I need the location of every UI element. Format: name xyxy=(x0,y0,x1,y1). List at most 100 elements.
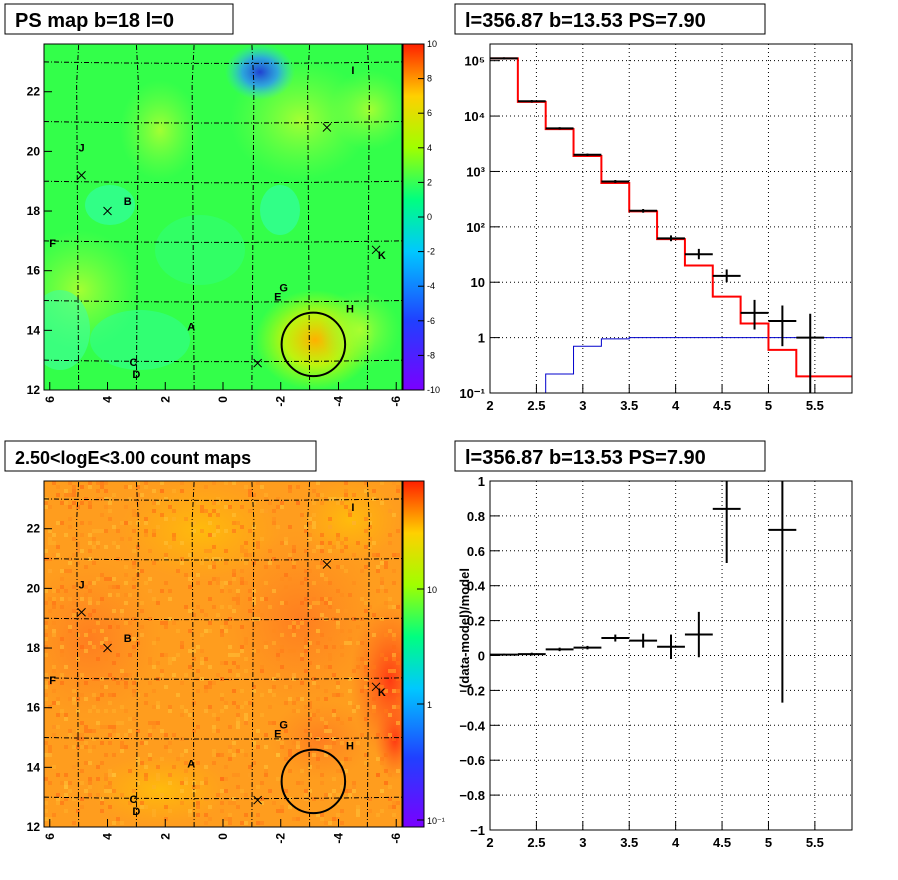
count-pixel xyxy=(152,813,156,817)
count-pixel xyxy=(348,741,352,745)
count-pixel xyxy=(132,529,136,533)
count-pixel xyxy=(380,809,384,813)
count-pixel xyxy=(100,693,104,697)
count-pixel xyxy=(204,813,208,817)
count-pixel xyxy=(112,541,116,545)
count-pixel xyxy=(320,501,324,505)
count-pixel xyxy=(240,581,244,585)
count-pixel xyxy=(164,581,168,585)
count-pixel xyxy=(224,817,228,821)
count-pixel xyxy=(200,657,204,661)
count-pixel xyxy=(376,733,380,737)
count-pixel xyxy=(100,485,104,489)
count-pixel xyxy=(212,749,216,753)
count-pixel xyxy=(256,621,260,625)
count-pixel xyxy=(160,589,164,593)
count-pixel xyxy=(84,789,88,793)
count-pixel xyxy=(292,621,296,625)
count-pixel xyxy=(244,637,248,641)
count-pixel xyxy=(240,577,244,581)
residual-point xyxy=(517,652,546,656)
source-label: G xyxy=(279,283,288,295)
count-pixel xyxy=(220,629,224,633)
colorbar-tick-label: -8 xyxy=(427,350,435,360)
count-pixel xyxy=(140,609,144,613)
count-pixel xyxy=(100,797,104,801)
count-pixel xyxy=(128,633,132,637)
count-pixel xyxy=(104,505,108,509)
count-pixel xyxy=(48,745,52,749)
y-tick-label: −1 xyxy=(470,823,485,838)
count-pixel xyxy=(260,797,264,801)
source-label: J xyxy=(78,579,84,591)
count-pixel xyxy=(220,625,224,629)
count-pixel xyxy=(308,701,312,705)
count-pixel xyxy=(244,753,248,757)
count-pixel xyxy=(112,753,116,757)
count-pixel xyxy=(136,569,140,573)
count-pixel xyxy=(316,765,320,769)
count-pixel xyxy=(356,805,360,809)
count-pixel xyxy=(380,501,384,505)
count-pixel xyxy=(248,493,252,497)
count-pixel xyxy=(64,665,68,669)
count-pixel xyxy=(380,561,384,565)
count-pixel xyxy=(384,781,388,785)
count-pixel xyxy=(372,709,376,713)
count-pixel xyxy=(316,493,320,497)
count-pixel xyxy=(228,801,232,805)
count-pixel xyxy=(320,773,324,777)
count-pixel xyxy=(168,809,172,813)
count-pixel xyxy=(360,617,364,621)
count-pixel xyxy=(48,569,52,573)
count-pixel xyxy=(96,793,100,797)
count-pixel xyxy=(76,729,80,733)
count-pixel xyxy=(88,501,92,505)
count-pixel xyxy=(316,481,320,485)
count-map-title: 2.50<logE<3.00 count maps xyxy=(15,448,251,468)
count-pixel xyxy=(332,673,336,677)
count-pixel xyxy=(224,481,228,485)
count-pixel xyxy=(276,657,280,661)
count-pixel xyxy=(228,645,232,649)
count-pixel xyxy=(156,765,160,769)
count-pixel xyxy=(364,661,368,665)
count-pixel xyxy=(288,649,292,653)
count-pixel xyxy=(160,729,164,733)
spectrum-panel: l=356.87 b=13.53 PS=7.90 2 2.5 3 3.5 4 4.5 5 5.… xyxy=(454,3,853,413)
count-pixel xyxy=(228,505,232,509)
count-pixel xyxy=(396,801,400,805)
count-pixel xyxy=(200,561,204,565)
count-pixel xyxy=(288,749,292,753)
count-pixel xyxy=(256,821,260,825)
count-pixel xyxy=(392,669,396,673)
count-pixel xyxy=(224,529,228,533)
count-pixel xyxy=(268,561,272,565)
count-pixel xyxy=(288,753,292,757)
count-pixel xyxy=(396,689,400,693)
count-pixel xyxy=(304,729,308,733)
count-pixel xyxy=(384,565,388,569)
count-pixel xyxy=(324,753,328,757)
data-point xyxy=(573,153,602,157)
source-label: A xyxy=(187,758,195,770)
count-pixel xyxy=(112,709,116,713)
count-pixel xyxy=(392,805,396,809)
count-pixel xyxy=(112,693,116,697)
count-pixel xyxy=(128,733,132,737)
count-pixel xyxy=(88,709,92,713)
count-pixel xyxy=(252,601,256,605)
count-pixel xyxy=(200,781,204,785)
count-pixel xyxy=(48,609,52,613)
count-pixel xyxy=(180,753,184,757)
count-pixel xyxy=(332,693,336,697)
y-tick-label: 20 xyxy=(27,581,41,595)
count-pixel xyxy=(108,497,112,501)
count-pixel xyxy=(384,601,388,605)
count-pixel xyxy=(80,645,84,649)
data-point xyxy=(712,269,741,283)
count-pixel xyxy=(108,641,112,645)
count-pixel xyxy=(148,549,152,553)
count-pixel xyxy=(260,665,264,669)
count-pixel xyxy=(176,629,180,633)
